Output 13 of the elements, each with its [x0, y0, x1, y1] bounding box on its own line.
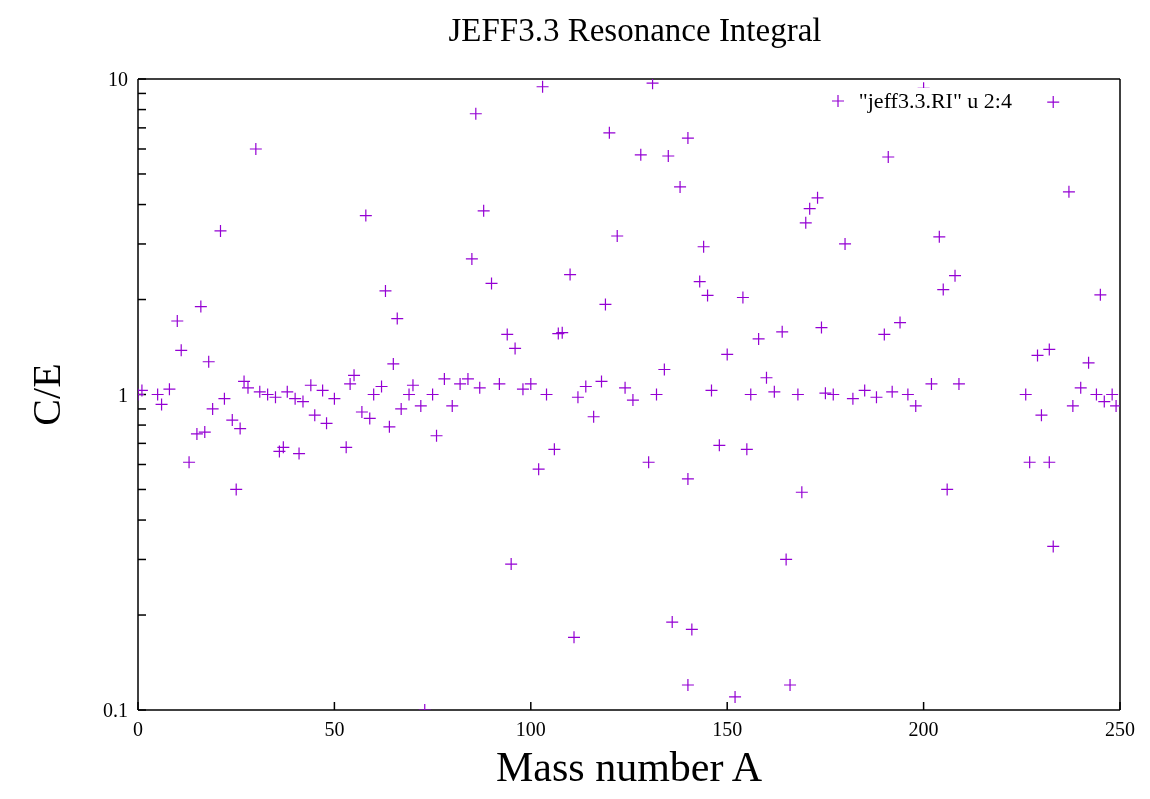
x-tick-label: 100 [515, 718, 546, 741]
chart-title: JEFF3.3 Resonance Integral [447, 11, 823, 50]
x-tick-label: 200 [908, 718, 939, 741]
x-tick-label: 50 [324, 718, 345, 741]
y-axis-title: C/E [24, 363, 70, 426]
x-tick-label: 0 [133, 718, 143, 741]
x-tick-label: 150 [712, 718, 743, 741]
y-tick-label: 0.1 [103, 699, 128, 722]
legend-label: "jeff3.3.RI" u 2:4 [858, 88, 1012, 114]
y-tick-label: 1 [118, 383, 128, 406]
x-axis-title: Mass number A [496, 744, 763, 790]
y-tick-label: 10 [108, 68, 128, 91]
x-tick-label: 250 [1105, 718, 1135, 741]
